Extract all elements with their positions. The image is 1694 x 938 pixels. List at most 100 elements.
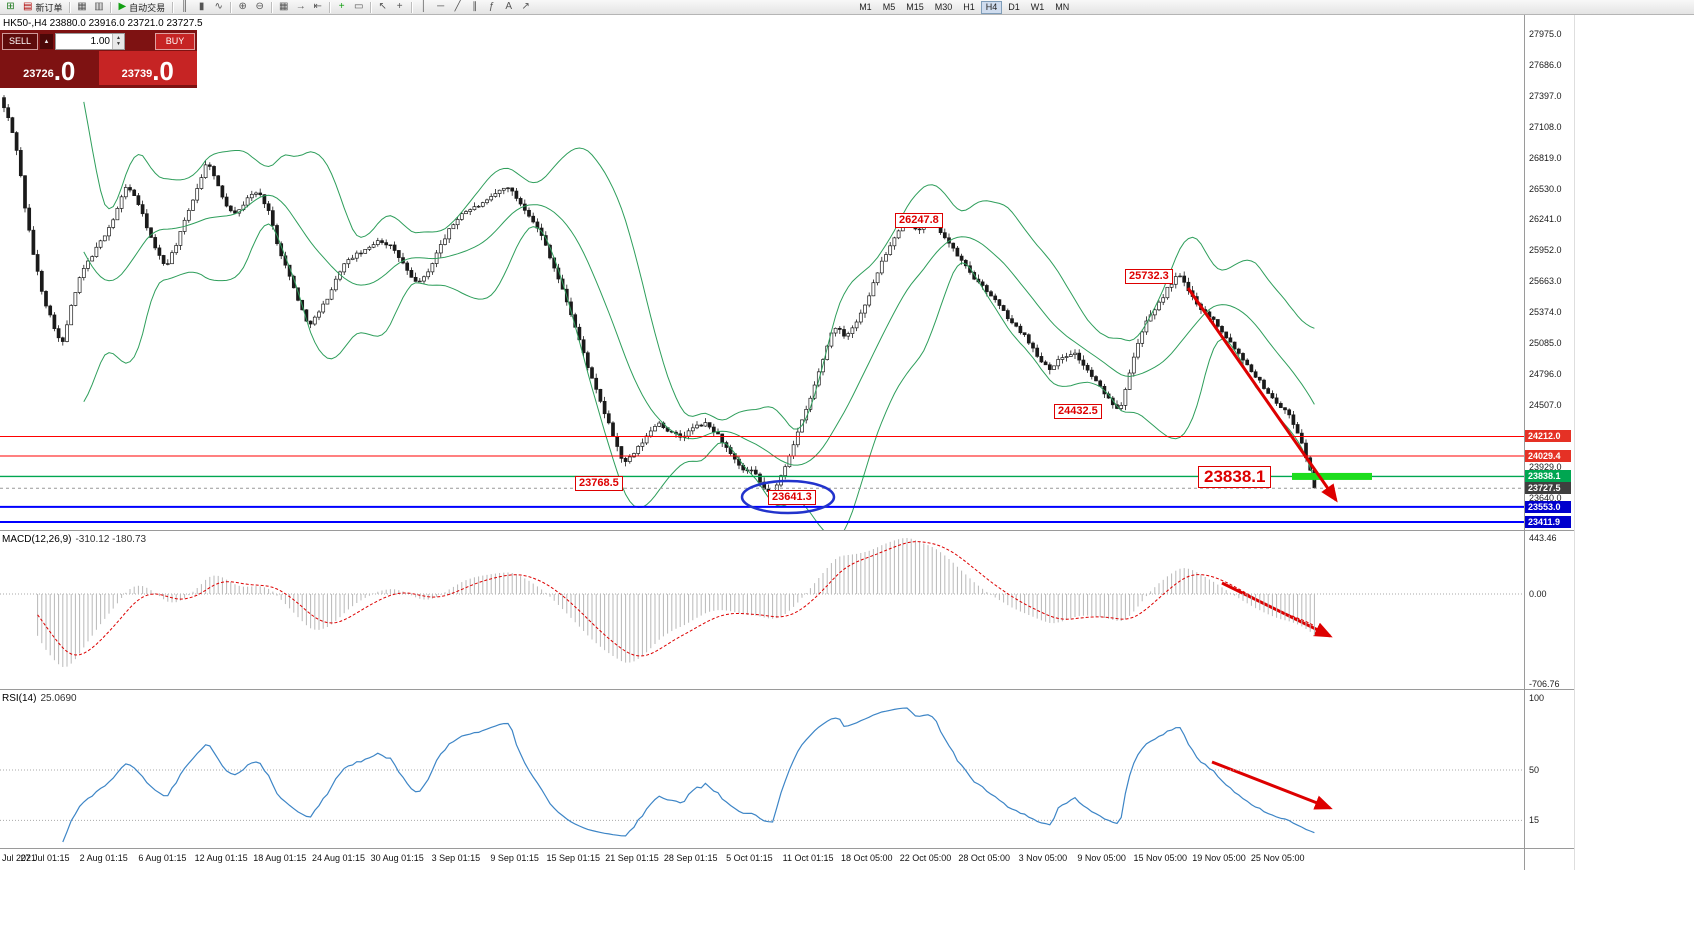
text-label-icon: A <box>505 1 513 12</box>
price-annotation[interactable]: 23838.1 <box>1198 466 1272 488</box>
equidistant-channel-icon: ∥ <box>472 1 478 12</box>
timeframe-w1[interactable]: W1 <box>1026 1 1050 14</box>
vertical-line-icon[interactable]: │ <box>415 1 432 14</box>
zoom-in-icon[interactable]: ⊕ <box>234 1 251 14</box>
rsi-name: RSI(14) <box>2 693 37 704</box>
cursor-icon[interactable]: ↖ <box>374 1 391 14</box>
time-axis-label: 21 Sep 01:15 <box>605 853 659 863</box>
arrow-object-icon[interactable]: ↗ <box>517 1 534 14</box>
time-axis-label: 24 Aug 01:15 <box>311 853 366 863</box>
toolbar-separator <box>329 1 331 13</box>
crosshair-icon[interactable]: + <box>391 1 408 14</box>
panel-divider <box>0 530 1574 531</box>
timeframe-m15[interactable]: M15 <box>901 1 929 14</box>
time-axis-label: 9 Nov 05:00 <box>1077 853 1126 863</box>
time-axis-label: 15 Nov 05:00 <box>1133 853 1188 863</box>
price-tag: 24029.4 <box>1525 449 1571 462</box>
rsi-panel[interactable] <box>0 690 1524 848</box>
timeframe-group: M1 M5 M15 M30 H1 H4 D1 W1 MN <box>854 0 1074 14</box>
auto-scroll-icon: → <box>295 1 306 12</box>
trend-arrow-price[interactable] <box>1186 287 1338 503</box>
price-scale-label: 26241.0 <box>1529 214 1562 225</box>
new-chart-icon[interactable]: ⊞ <box>2 1 19 14</box>
timeframe-m1[interactable]: M1 <box>854 1 877 14</box>
equidistant-channel-icon[interactable]: ∥ <box>466 1 483 14</box>
sell-button[interactable]: SELL <box>2 33 38 50</box>
market-watch-icon[interactable]: ▥ <box>90 1 107 14</box>
trade-panel-controls: SELL ▲ ▲▼ BUY <box>0 30 197 51</box>
time-axis-label: 18 Aug 01:15 <box>253 853 307 863</box>
new-order-button[interactable]: ▤ 新订单 <box>19 1 66 14</box>
crosshair-icon: + <box>396 1 403 12</box>
tile-windows-icon[interactable]: ▦ <box>275 1 292 14</box>
price-scale-label: 27686.0 <box>1529 59 1562 70</box>
price-scale-label: 26819.0 <box>1529 152 1562 163</box>
price-annotation[interactable]: 23641.3 <box>768 490 816 505</box>
templates-icon[interactable]: ▭ <box>350 1 367 14</box>
indicators-icon[interactable]: + <box>333 1 350 14</box>
timeframe-h1[interactable]: H1 <box>958 1 980 14</box>
time-axis-label: 3 Nov 05:00 <box>1018 853 1068 863</box>
price-annotation[interactable]: 25732.3 <box>1125 269 1173 284</box>
autotrading-button[interactable]: ▶ 自动交易 <box>114 1 169 14</box>
auto-scroll-icon[interactable]: → <box>292 1 309 14</box>
line-chart-icon[interactable]: ∿ <box>210 1 227 14</box>
timeframe-d1[interactable]: D1 <box>1003 1 1025 14</box>
candlestick-chart-icon[interactable]: ▮ <box>193 1 210 14</box>
sell-price[interactable]: 23726 .0 <box>0 51 99 85</box>
rsi-value: 25.0690 <box>40 693 77 704</box>
zoom-in-icon: ⊕ <box>238 1 247 12</box>
volume-spinner[interactable]: ▲ ▼ <box>112 34 124 49</box>
fibonacci-icon[interactable]: ƒ <box>483 1 500 14</box>
spinner-down-icon[interactable]: ▼ <box>116 40 121 47</box>
time-axis-label: 3 Sep 01:15 <box>431 853 481 863</box>
volume-input[interactable] <box>56 34 112 49</box>
chart-profiles-icon[interactable]: ▦ <box>73 1 90 14</box>
bollinger-bands <box>83 101 1315 530</box>
price-annotation[interactable]: 26247.8 <box>895 213 943 228</box>
chart-shift-icon: ⇤ <box>313 1 322 12</box>
price-annotation[interactable]: 24432.5 <box>1054 404 1102 419</box>
time-axis-label: 25 Nov 05:00 <box>1250 853 1305 863</box>
zoom-out-icon[interactable]: ⊖ <box>251 1 268 14</box>
bar-chart-icon[interactable]: ║ <box>176 1 193 14</box>
new-order-label: 新订单 <box>35 2 63 13</box>
time-axis-label: 9 Sep 01:15 <box>490 853 539 863</box>
macd-panel[interactable] <box>0 531 1524 689</box>
line-chart-icon: ∿ <box>214 1 223 12</box>
buy-button[interactable]: BUY <box>155 33 195 50</box>
timeframe-m5[interactable]: M5 <box>878 1 901 14</box>
window-right-edge <box>1574 15 1575 870</box>
price-scale-label: 25374.0 <box>1529 307 1562 318</box>
price-tag: 23553.0 <box>1525 500 1571 513</box>
indicators-icon: + <box>338 1 345 12</box>
time-axis-label: 28 Oct 05:00 <box>958 853 1010 863</box>
macd-scale-label: -706.76 <box>1529 679 1560 689</box>
symbol-info: HK50-,H4 23880.0 23916.0 23721.0 23727.5 <box>3 18 203 29</box>
price-tag: 23411.9 <box>1525 516 1571 528</box>
chart-shift-icon[interactable]: ⇤ <box>309 1 326 14</box>
volume-toggle[interactable]: ▲ <box>40 34 53 49</box>
price-scale-label: 25085.0 <box>1529 338 1562 349</box>
timeframe-h4[interactable]: H4 <box>980 0 1003 14</box>
toolbar-separator <box>172 1 174 13</box>
new-order-icon: ▤ <box>23 1 33 12</box>
circle-annotation[interactable] <box>740 479 836 515</box>
trendline-icon[interactable]: ╱ <box>449 1 466 14</box>
buy-price[interactable]: 23739 .0 <box>98 51 197 85</box>
spinner-up-icon[interactable]: ▲ <box>116 35 121 41</box>
price-annotation[interactable]: 23768.5 <box>575 476 623 491</box>
price-chart[interactable] <box>0 15 1524 530</box>
time-axis[interactable]: Jul 2021 27 Jul 01:15 2 Aug 01:15 6 Aug 01:… <box>0 849 1524 869</box>
text-label-icon[interactable]: A <box>500 1 517 14</box>
time-axis-label: 27 Jul 01:15 <box>20 853 70 863</box>
price-scale-divider <box>1524 15 1525 870</box>
timeframe-m30[interactable]: M30 <box>930 1 958 14</box>
support-highlight[interactable] <box>1292 472 1372 480</box>
time-axis-label: 28 Sep 01:15 <box>663 853 718 863</box>
trend-arrow-rsi[interactable] <box>1211 760 1333 810</box>
timeframe-mn[interactable]: MN <box>1050 1 1074 14</box>
horizontal-line-icon[interactable]: ─ <box>432 1 449 14</box>
macd-label: MACD(12,26,9) -310.12 -180.73 <box>2 534 146 545</box>
time-axis-label: 22 Oct 05:00 <box>899 853 952 863</box>
